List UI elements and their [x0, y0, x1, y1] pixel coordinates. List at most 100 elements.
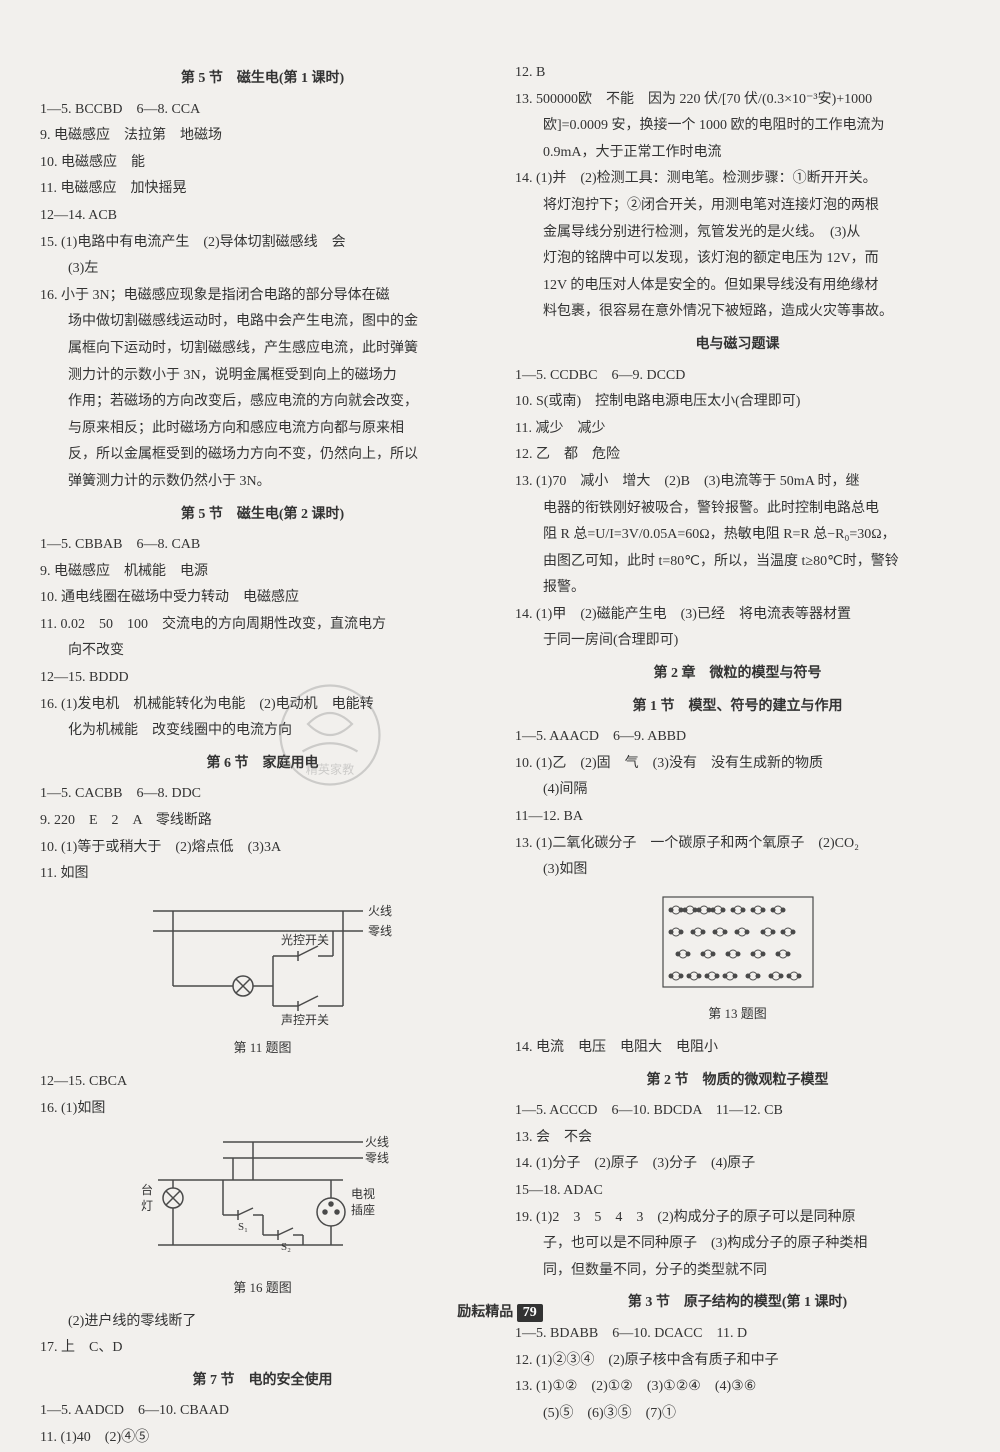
answer-line: 1—5. CBBAB 6—8. CAB — [40, 532, 485, 559]
answer-line: 于同一房间(合理即可) — [515, 628, 960, 655]
answer-line: 12V 的电压对人体是安全的。但如果导线没有用绝缘材 — [515, 273, 960, 300]
answer-line: 1—5. CACBB 6—8. DDC — [40, 781, 485, 808]
answer-line: 弹簧测力计的示数仍然小于 3N。 — [40, 469, 485, 496]
answer-line: 与原来相反；此时磁场方向和感应电流方向都与原来相 — [40, 416, 485, 443]
answer-line: 向不改变 — [40, 638, 485, 665]
answer-line: 阻 R 总=U/I=3V/0.05A=60Ω，热敏电阻 R=R 总−R₀=30Ω… — [515, 522, 960, 549]
answer-line: 1—5. BCCBD 6—8. CCA — [40, 97, 485, 124]
answer-line: 16. (1)如图 — [40, 1096, 485, 1123]
answer-line: 子，也可以是不同种原子 (3)构成分子的原子种类相 — [515, 1231, 960, 1258]
answer-line: 0.9mA，大于正常工作时电流 — [515, 140, 960, 167]
answer-line: 12—14. ACB — [40, 203, 485, 230]
answer-line: 化为机械能 改变线圈中的电流方向 — [40, 718, 485, 745]
answer-line: 10. S(或南) 控制电路电源电压太小(合理即可) — [515, 389, 960, 416]
answer-line: 1—5. CCDBC 6—9. DCCD — [515, 363, 960, 390]
answer-line: 12. 乙 都 危险 — [515, 442, 960, 469]
answer-line: 12. (1)②③④ (2)原子核中含有质子和中子 — [515, 1348, 960, 1375]
answer-line: 13. (1)①② (2)①② (3)①②④ (4)③⑥ — [515, 1374, 960, 1401]
answer-line: 12—15. BDDD — [40, 665, 485, 692]
label-fire-line: 火线 — [365, 1135, 389, 1149]
section-title: 第 1 节 模型、符号的建立与作用 — [515, 694, 960, 721]
label-neutral-line: 零线 — [368, 924, 392, 938]
answer-line: 11. (1)40 (2)④⑤ — [40, 1425, 485, 1452]
answer-line: (3)左 — [40, 256, 485, 283]
section-title: 第 5 节 磁生电(第 2 课时) — [40, 502, 485, 529]
figure-caption: 第 13 题图 — [515, 1002, 960, 1027]
answer-line: 灯泡的铭牌中可以发现，该灯泡的额定电压为 12V，而 — [515, 246, 960, 273]
answer-line: 测力计的示数小于 3N，说明金属框受到向上的磁场力 — [40, 363, 485, 390]
answer-line: 1—5. AADCD 6—10. CBAAD — [40, 1398, 485, 1425]
answer-line: 料包裹，很容易在意外情况下被短路，造成火灾等事故。 — [515, 299, 960, 326]
left-column: 第 5 节 磁生电(第 1 课时) 1—5. BCCBD 6—8. CCA 9.… — [40, 60, 485, 1452]
answer-line: 11. 0.02 50 100 交流电的方向周期性改变，直流电方 — [40, 612, 485, 639]
answer-line: (3)如图 — [515, 857, 960, 884]
answer-line: 19. (1)2 3 5 4 3 (2)构成分子的原子可以是同种原 — [515, 1205, 960, 1232]
answer-line: (4)间隔 — [515, 777, 960, 804]
label-sound-switch: 声控开关 — [281, 1013, 329, 1026]
label-tv-socket: 电视 — [351, 1186, 375, 1201]
answer-line: 场中做切割磁感线运动时，电路中会产生电流，图中的金 — [40, 309, 485, 336]
label-tv-socket: 插座 — [351, 1202, 375, 1217]
answer-line: 14. 电流 电压 电阻大 电阻小 — [515, 1035, 960, 1062]
section-title: 第 5 节 磁生电(第 1 课时) — [40, 66, 485, 93]
answer-line: 欧]=0.0009 安，换接一个 1000 欧的电阻时的工作电流为 — [515, 113, 960, 140]
figure-13: 第 13 题图 — [515, 892, 960, 1027]
answer-line: 属框向下运动时，切割磁感线，产生感应电流，此时弹簧 — [40, 336, 485, 363]
answer-line: 由图乙可知，此时 t=80℃，所以，当温度 t≥80℃时，警铃 — [515, 549, 960, 576]
label-desk-lamp: 台 — [141, 1182, 153, 1197]
answer-line: 15—18. ADAC — [515, 1178, 960, 1205]
section-title: 第 7 节 电的安全使用 — [40, 1368, 485, 1395]
answer-line: 电器的衔铁刚好被吸合，警铃报警。此时控制电路总电 — [515, 496, 960, 523]
page-footer: 励耘精品 79 — [0, 1301, 1000, 1322]
answer-line: 13. 会 不会 — [515, 1125, 960, 1152]
page-number: 79 — [517, 1304, 543, 1322]
answer-line: 9. 电磁感应 法拉第 地磁场 — [40, 123, 485, 150]
figure-16: 火线 零线 台 灯 电视 插座 S₁ S₂ 第 16 题图 — [40, 1130, 485, 1300]
footer-text: 励耘精品 — [457, 1305, 513, 1320]
answer-line: 1—5. BDABB 6—10. DCACC 11. D — [515, 1321, 960, 1348]
answer-line: 15. (1)电路中有电流产生 (2)导体切割磁感线 会 — [40, 230, 485, 257]
answer-line: 反，所以金属框受到的磁场力方向不变，仍然向上，所以 — [40, 442, 485, 469]
section-title: 电与磁习题课 — [515, 332, 960, 359]
answer-line: 1—5. AAACD 6—9. ABBD — [515, 724, 960, 751]
answer-line: 10. (1)乙 (2)固 气 (3)没有 没有生成新的物质 — [515, 751, 960, 778]
section-title: 第 2 节 物质的微观粒子模型 — [515, 1068, 960, 1095]
answer-line: 报警。 — [515, 575, 960, 602]
answer-line: 11—12. BA — [515, 804, 960, 831]
answer-line: 将灯泡拧下；②闭合开关，用测电笔对连接灯泡的两根 — [515, 193, 960, 220]
answer-line: 作用；若磁场的方向改变后，感应电流的方向就会改变， — [40, 389, 485, 416]
figure-caption: 第 11 题图 — [40, 1036, 485, 1061]
figure-11: 火线 零线 光控开关 声控开关 第 11 题图 — [40, 896, 485, 1061]
answer-line: 10. (1)等于或稍大于 (2)熔点低 (3)3A — [40, 835, 485, 862]
right-column: 12. B 13. 500000欧 不能 因为 220 伏/[70 伏/(0.3… — [515, 60, 960, 1452]
answer-line: 13. (1)二氧化碳分子 一个碳原子和两个氧原子 (2)CO₂ — [515, 831, 960, 858]
answer-line: 13. (1)70 减小 增大 (2)B (3)电流等于 50mA 时，继 — [515, 469, 960, 496]
chapter-title: 第 2 章 微粒的模型与符号 — [515, 661, 960, 688]
answer-line: 1—5. ACCCD 6—10. BDCDA 11—12. CB — [515, 1098, 960, 1125]
answer-line: 12. B — [515, 60, 960, 87]
answer-line: 12—15. CBCA — [40, 1069, 485, 1096]
answer-line: 16. (1)发电机 机械能转化为电能 (2)电动机 电能转 — [40, 692, 485, 719]
answer-line: 同，但数量不同，分子的类型就不同 — [515, 1258, 960, 1285]
label-light-switch: 光控开关 — [281, 933, 329, 947]
answer-line: 10. 电磁感应 能 — [40, 150, 485, 177]
answer-line: 14. (1)并 (2)检测工具：测电笔。检测步骤：①断开开关。 — [515, 166, 960, 193]
answer-line: 13. 500000欧 不能 因为 220 伏/[70 伏/(0.3×10⁻³安… — [515, 87, 960, 114]
answer-line: 9. 220 E 2 A 零线断路 — [40, 808, 485, 835]
section-title: 第 6 节 家庭用电 — [40, 751, 485, 778]
answer-line: 11. 如图 — [40, 861, 485, 888]
answer-line: 10. 通电线圈在磁场中受力转动 电磁感应 — [40, 585, 485, 612]
answer-line: 14. (1)分子 (2)原子 (3)分子 (4)原子 — [515, 1151, 960, 1178]
label-s2: S₂ — [281, 1241, 291, 1253]
answer-line: 11. 电磁感应 加快摇晃 — [40, 176, 485, 203]
label-s1: S₁ — [238, 1221, 248, 1233]
answer-line: 16. 小于 3N；电磁感应现象是指闭合电路的部分导体在磁 — [40, 283, 485, 310]
answer-line: 14. (1)甲 (2)磁能产生电 (3)已经 将电流表等器材置 — [515, 602, 960, 629]
answer-line: 9. 电磁感应 机械能 电源 — [40, 559, 485, 586]
answer-line: 17. 上 C、D — [40, 1335, 485, 1362]
label-neutral-line: 零线 — [365, 1151, 389, 1165]
label-fire-line: 火线 — [368, 904, 392, 918]
answer-line: 11. 减少 减少 — [515, 416, 960, 443]
label-desk-lamp: 灯 — [141, 1199, 153, 1213]
answer-line: (5)⑤ (6)③⑤ (7)① — [515, 1401, 960, 1428]
